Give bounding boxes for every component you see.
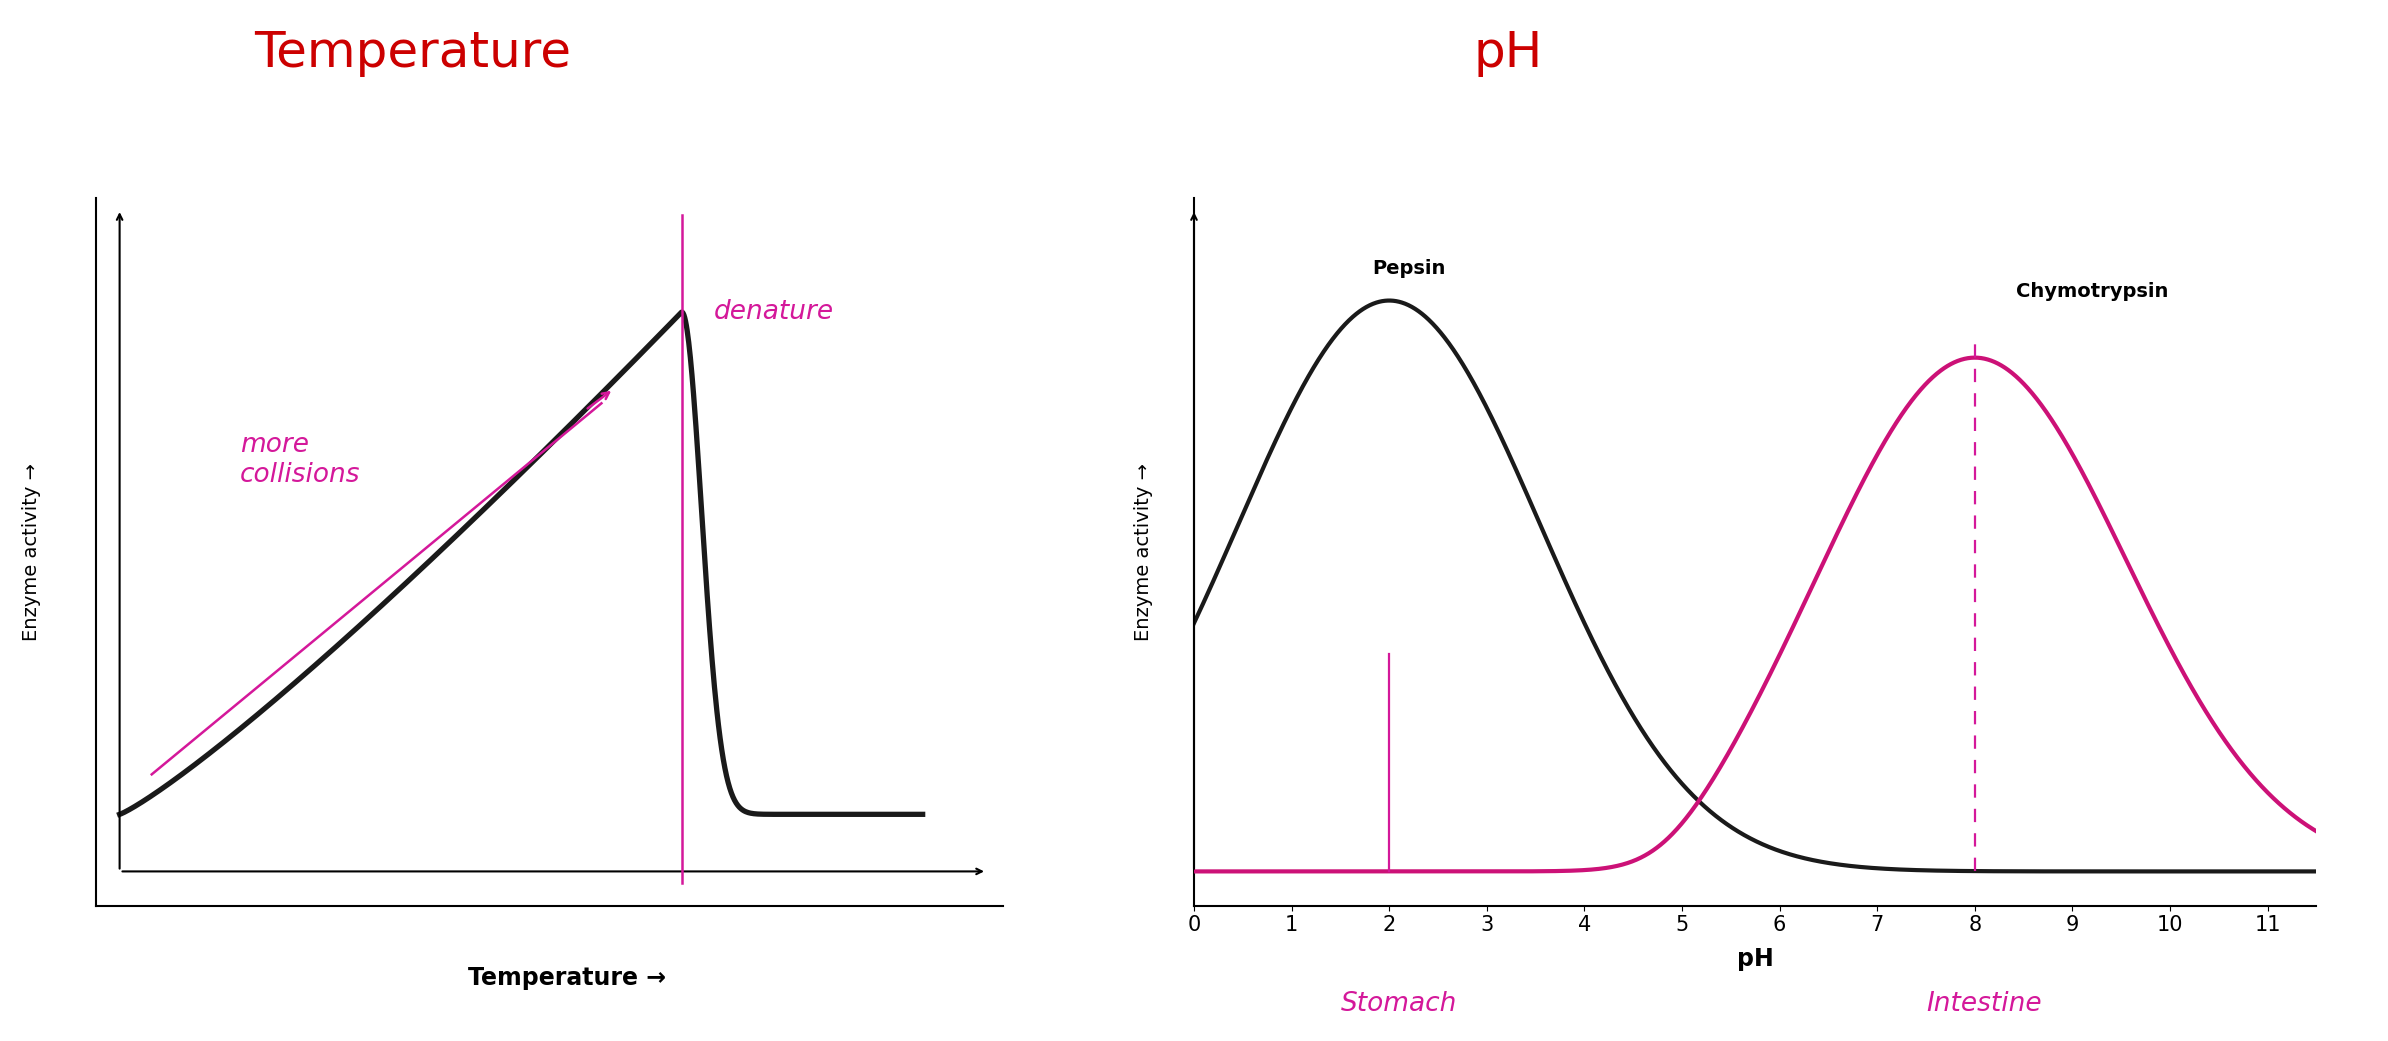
Text: more
collisions: more collisions (241, 432, 361, 488)
Text: Intestine: Intestine (1927, 991, 2042, 1017)
Text: Enzyme activity →: Enzyme activity → (1134, 463, 1153, 640)
Text: Enzyme activity →: Enzyme activity → (21, 463, 41, 640)
Text: pH: pH (1473, 29, 1543, 77)
Text: denature: denature (714, 299, 833, 325)
Text: Temperature →: Temperature → (468, 966, 666, 990)
Text: Pepsin: Pepsin (1373, 259, 1445, 278)
Text: Temperature: Temperature (256, 29, 571, 77)
Text: Stomach: Stomach (1340, 991, 1457, 1017)
Text: Chymotrypsin: Chymotrypsin (2015, 281, 2168, 301)
X-axis label: pH: pH (1736, 946, 1774, 970)
